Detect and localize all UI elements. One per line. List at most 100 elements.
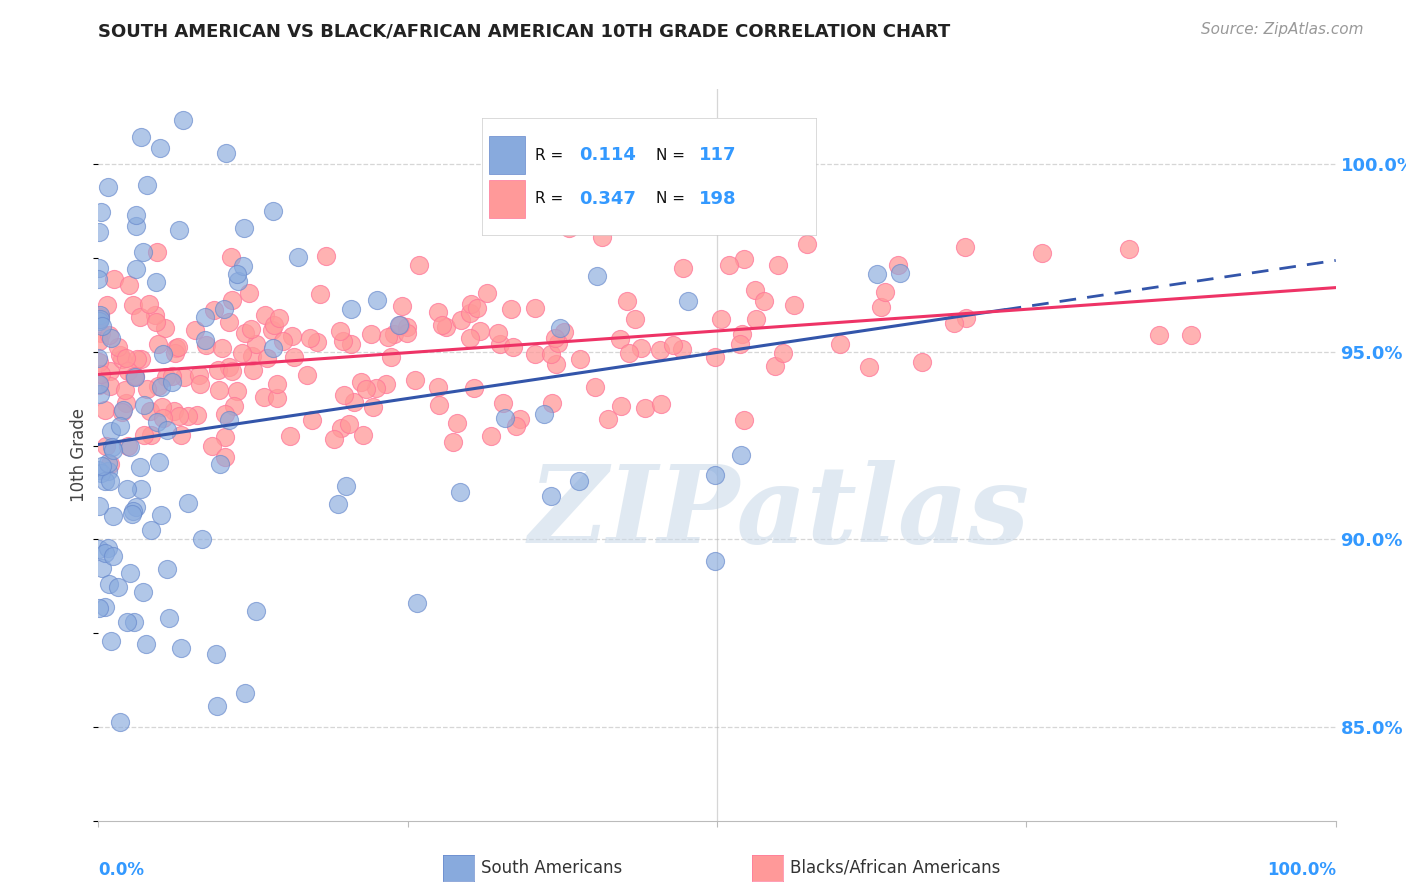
- Point: [89, 308, 111, 322]
- Point: [132, 585, 155, 599]
- Point: [427, 380, 450, 394]
- Point: [111, 405, 134, 419]
- Point: [509, 412, 531, 426]
- Point: [152, 411, 174, 425]
- Point: [117, 482, 139, 496]
- Point: [858, 359, 880, 374]
- Point: [591, 229, 613, 244]
- Point: [745, 311, 768, 326]
- Point: [486, 326, 509, 341]
- Point: [132, 427, 155, 442]
- Point: [953, 240, 976, 254]
- Point: [150, 400, 173, 414]
- Point: [87, 377, 110, 392]
- Point: [100, 331, 122, 345]
- Point: [609, 332, 631, 346]
- Point: [165, 341, 187, 355]
- Point: [278, 429, 301, 443]
- Point: [221, 364, 243, 378]
- Point: [432, 318, 454, 333]
- Point: [94, 402, 117, 417]
- Point: [441, 434, 464, 449]
- Point: [553, 326, 575, 340]
- Point: [202, 302, 225, 317]
- Point: [329, 421, 352, 435]
- Point: [233, 686, 256, 700]
- Point: [87, 871, 110, 886]
- Point: [163, 404, 186, 418]
- Point: [704, 351, 727, 365]
- Point: [662, 338, 685, 352]
- Point: [101, 443, 124, 458]
- Point: [218, 315, 240, 329]
- Point: [366, 293, 388, 307]
- Point: [911, 355, 934, 369]
- Point: [186, 408, 208, 422]
- Point: [617, 346, 640, 360]
- Point: [195, 338, 218, 352]
- Text: 100.0%: 100.0%: [1267, 861, 1336, 879]
- Point: [242, 362, 264, 376]
- Point: [360, 327, 382, 342]
- Point: [124, 615, 146, 629]
- Point: [266, 377, 288, 392]
- Point: [111, 351, 134, 366]
- Point: [101, 549, 124, 563]
- Point: [87, 600, 110, 615]
- Point: [718, 258, 741, 272]
- Point: [117, 439, 139, 453]
- Point: [94, 546, 117, 560]
- Point: [97, 465, 120, 479]
- Point: [87, 499, 110, 513]
- Point: [449, 485, 471, 500]
- Point: [194, 310, 217, 324]
- Point: [167, 409, 190, 423]
- Point: [129, 460, 152, 475]
- Point: [125, 208, 148, 222]
- Point: [873, 285, 896, 300]
- Point: [541, 396, 564, 410]
- Point: [710, 312, 733, 326]
- Point: [136, 178, 159, 192]
- Point: [232, 260, 254, 274]
- Point: [190, 533, 212, 547]
- Point: [323, 432, 346, 446]
- Point: [155, 369, 177, 384]
- Point: [389, 318, 412, 332]
- Point: [283, 350, 305, 364]
- Point: [540, 347, 562, 361]
- Text: SOUTH AMERICAN VS BLACK/AFRICAN AMERICAN 10TH GRADE CORRELATION CHART: SOUTH AMERICAN VS BLACK/AFRICAN AMERICAN…: [98, 22, 950, 40]
- Point: [184, 323, 207, 337]
- Point: [208, 383, 231, 397]
- Point: [90, 204, 112, 219]
- Point: [298, 331, 321, 345]
- Point: [214, 450, 236, 464]
- Point: [212, 301, 235, 316]
- Point: [127, 351, 149, 366]
- Point: [188, 376, 211, 391]
- Point: [176, 496, 198, 510]
- Point: [396, 319, 419, 334]
- Point: [226, 274, 249, 288]
- Point: [733, 252, 755, 266]
- Point: [128, 33, 150, 47]
- Text: South Americans: South Americans: [481, 859, 621, 877]
- Point: [169, 640, 191, 655]
- Point: [87, 462, 110, 476]
- Point: [733, 413, 755, 427]
- Point: [103, 272, 125, 286]
- Point: [634, 401, 657, 416]
- Point: [107, 340, 129, 354]
- Point: [97, 577, 120, 591]
- Point: [266, 391, 288, 405]
- Point: [87, 542, 110, 557]
- Point: [889, 266, 911, 280]
- Point: [361, 400, 384, 414]
- Point: [616, 293, 638, 308]
- Point: [114, 383, 136, 397]
- Point: [384, 327, 406, 342]
- Point: [157, 610, 180, 624]
- Point: [335, 479, 357, 493]
- Point: [87, 313, 110, 327]
- Text: Source: ZipAtlas.com: Source: ZipAtlas.com: [1201, 22, 1364, 37]
